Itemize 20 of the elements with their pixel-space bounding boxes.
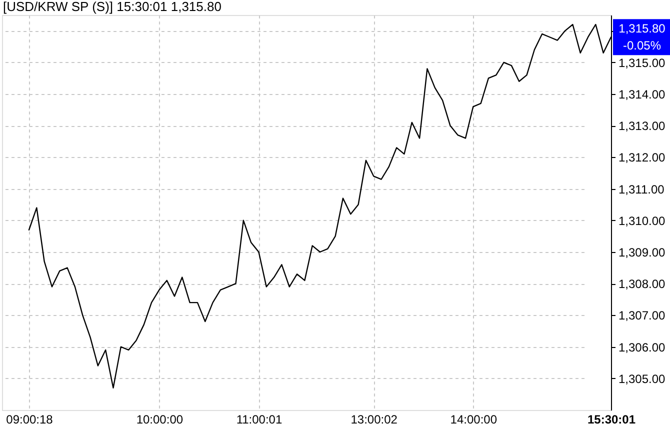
y-tick-label: 1,305.00 (618, 372, 666, 386)
y-tick-label: 1,308.00 (618, 277, 666, 292)
y-tick-label: 1,313.00 (618, 119, 666, 134)
y-tick-label: 1,311.00 (618, 182, 665, 196)
y-tick-label: 1,306.00 (618, 340, 666, 354)
x-tick-label: 09:00:18 (6, 412, 54, 426)
x-tick-label: 10:00:00 (136, 412, 184, 426)
data-label: 1,315.80 (618, 22, 666, 36)
y-tick-label: 1,312.00 (618, 150, 666, 165)
x-tick-label: 13:00:02 (350, 412, 398, 426)
text: -0.05% (622, 38, 662, 53)
y-tick-label: 1,314.00 (618, 88, 666, 102)
y-tick-label: 1,309.00 (618, 246, 666, 260)
x-tick-label: 11:00:01 (236, 412, 282, 426)
x-tick-label: 15:30:01 (587, 412, 636, 426)
x-tick-label: 14:00:00 (450, 412, 498, 426)
y-tick-label: 1,315.00 (618, 56, 666, 70)
chart-title: [USD/KRW SP (S)] 15:30:01 1,315.80 (3, 0, 222, 14)
y-tick-label: 1,307.00 (618, 308, 666, 323)
y-tick-label: 1,310.00 (618, 214, 666, 228)
